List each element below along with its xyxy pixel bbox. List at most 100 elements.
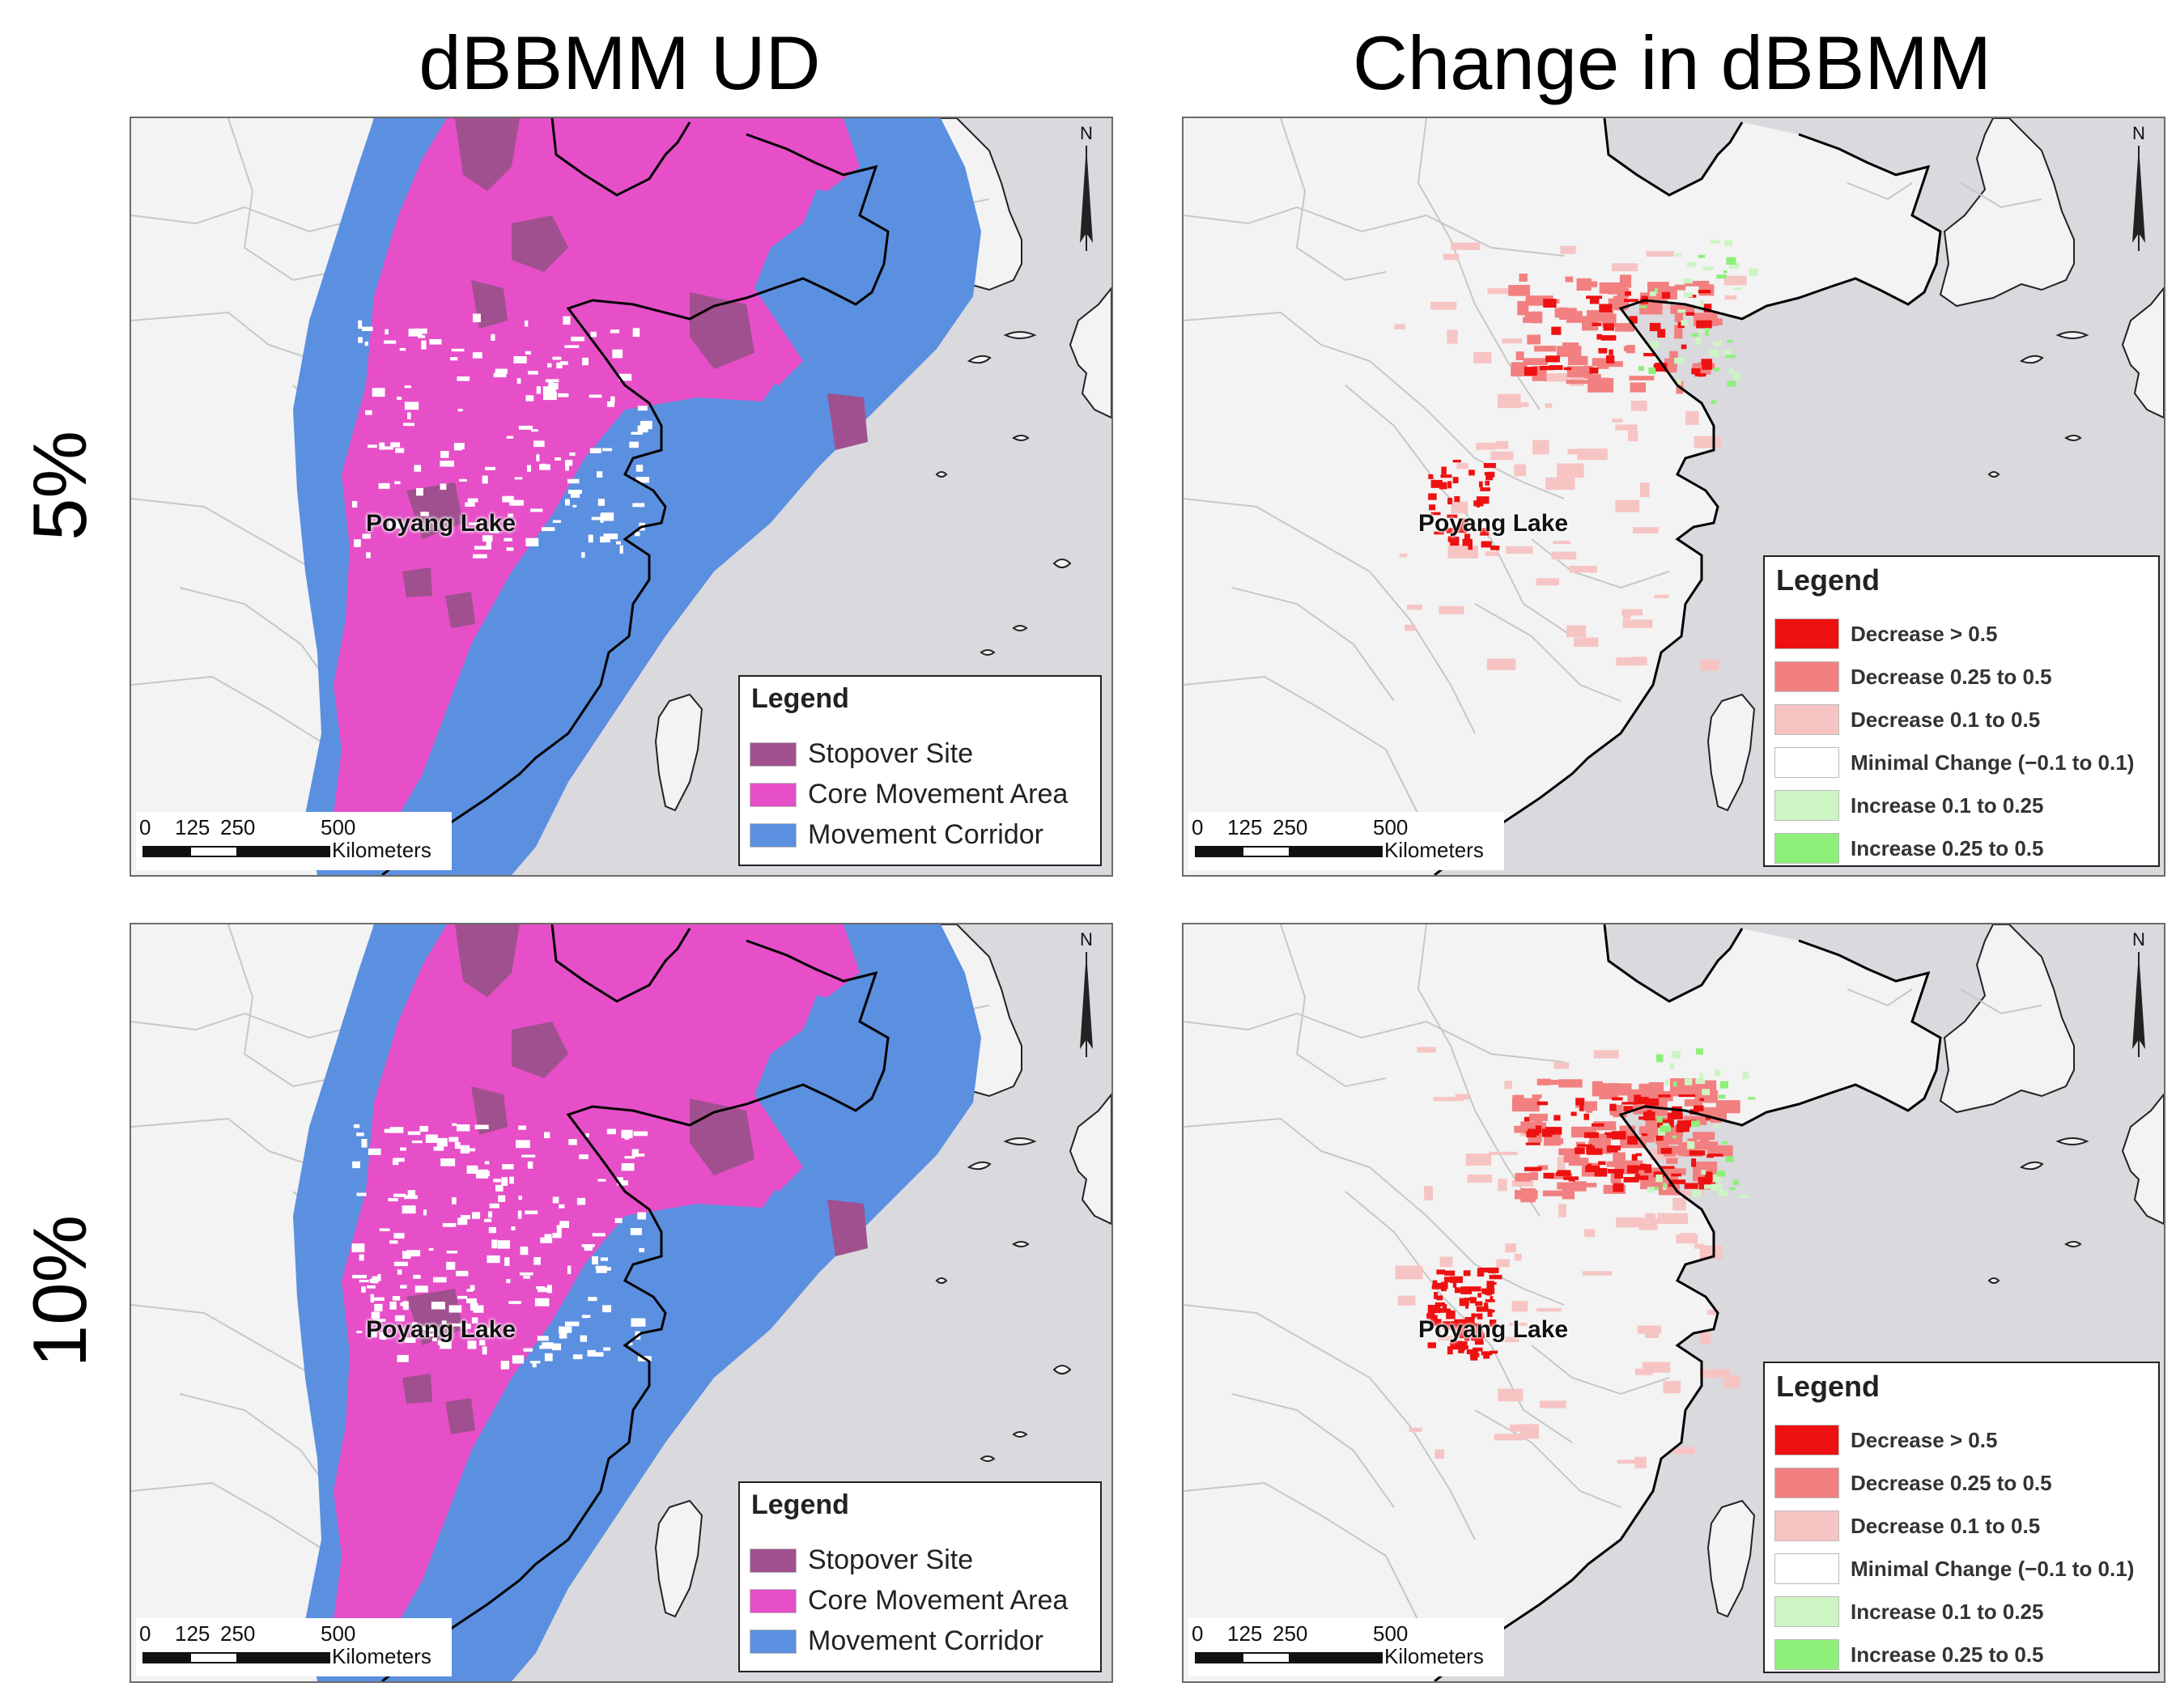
small-island — [2055, 331, 2089, 339]
small-island — [967, 1161, 992, 1171]
north-arrow-icon: N — [1070, 123, 1103, 253]
legend-swatch — [750, 741, 797, 767]
scale-tick-label: 125 — [1227, 815, 1263, 839]
legend-item: Movement Corridor — [750, 1625, 1043, 1657]
legend-item: Decrease 0.1 to 0.5 — [1774, 704, 2040, 735]
legend-item: Decrease > 0.5 — [1774, 1425, 1997, 1455]
legend-swatch — [1774, 1425, 1839, 1455]
column-title-ud: dBBMM UD — [419, 20, 821, 105]
corridor-gaps — [351, 1123, 652, 1370]
stopover-site — [512, 1022, 568, 1078]
legend-title: Legend — [1776, 563, 1881, 597]
legend-item-label: Increase 0.1 to 0.25 — [1851, 792, 2044, 818]
legend-item: Increase 0.1 to 0.25 — [1774, 1596, 2043, 1627]
small-island — [2019, 1161, 2044, 1171]
small-island — [980, 1455, 996, 1462]
legend-swatch — [1774, 1639, 1839, 1670]
legend-title: Legend — [751, 683, 849, 714]
scale-segment — [142, 846, 191, 857]
scale-tick-label: 0 — [139, 1621, 151, 1646]
small-island — [1003, 1137, 1037, 1145]
stopover-site — [402, 1374, 432, 1404]
small-island — [1012, 1431, 1028, 1438]
legend-item: Increase 0.25 to 0.5 — [1774, 833, 2043, 864]
scale-segment — [189, 846, 238, 857]
north-arrow-label: N — [1080, 123, 1093, 143]
scale-segment — [189, 1652, 238, 1663]
scale-segment — [1195, 1652, 1243, 1663]
map-panel-ud-10pct: Poyang Lake N 0 125 250 500 Kilometers Legend St… — [130, 923, 1113, 1683]
small-island — [980, 649, 996, 656]
legend-item: Stopover Site — [750, 1544, 973, 1576]
legend-item-label: Movement Corridor — [808, 819, 1043, 850]
legend-item-label: Increase 0.25 to 0.5 — [1851, 1642, 2044, 1667]
legend-item: Increase 0.25 to 0.5 — [1774, 1639, 2043, 1670]
scale-tick-label: 0 — [1192, 1621, 1204, 1646]
legend-item: Core Movement Area — [750, 779, 1068, 810]
legend-item-label: Core Movement Area — [808, 1585, 1069, 1616]
legend-item: Decrease 0.25 to 0.5 — [1774, 661, 2052, 692]
poyang-lake-label: Poyang Lake — [366, 510, 516, 537]
scale-segment — [1242, 1652, 1290, 1663]
legend-item: Minimal Change (−0.1 to 0.1) — [1774, 747, 2134, 778]
small-island — [1987, 471, 2000, 478]
stopover-site — [406, 1289, 463, 1345]
corridor-gaps — [351, 313, 652, 559]
small-island — [935, 471, 948, 478]
stopover-site — [827, 393, 868, 450]
coastline — [381, 118, 890, 875]
legend-item: Minimal Change (−0.1 to 0.1) — [1774, 1553, 2134, 1584]
japan-kyushu — [1069, 1093, 1111, 1226]
scale-tick-label: 250 — [220, 1621, 256, 1646]
legend-item-label: Decrease > 0.5 — [1851, 621, 1998, 646]
scale-tick-label: 125 — [1227, 1621, 1263, 1646]
small-island — [1012, 625, 1028, 631]
legend-swatch — [750, 1588, 797, 1613]
legend-item: Core Movement Area — [750, 1585, 1068, 1617]
map-panel-change-5pct: Poyang Lake N 0 125 250 500 Kilometers Legend De… — [1182, 117, 2165, 877]
legend-item-label: Increase 0.25 to 0.5 — [1851, 835, 2044, 860]
scale-tick-label: 500 — [1373, 1621, 1409, 1646]
legend-swatch — [1774, 704, 1839, 735]
small-island — [1052, 1365, 1072, 1374]
legend-swatch — [1774, 790, 1839, 821]
movement-layers — [293, 924, 981, 1681]
stopover-site — [445, 1398, 475, 1434]
stopover-site — [471, 1086, 508, 1135]
scale-tick-label: 0 — [1192, 815, 1204, 839]
small-island — [2064, 1241, 2082, 1247]
legend-change: Legend Decrease > 0.5 Decrease 0.25 to 0.5… — [1763, 555, 2160, 867]
scale-segment — [142, 1652, 191, 1663]
legend-item-label: Stopover Site — [808, 738, 974, 769]
japan-kyushu — [1069, 287, 1111, 419]
legend-item: Decrease 0.1 to 0.5 — [1774, 1510, 2040, 1541]
north-arrow-icon: N — [1070, 929, 1103, 1059]
taiwan-island — [654, 1499, 703, 1618]
scale-tick-label: 250 — [1273, 1621, 1308, 1646]
legend-item-label: Decrease 0.1 to 0.5 — [1851, 1513, 2041, 1538]
scale-tick-label: 500 — [321, 815, 356, 839]
legend-change: Legend Decrease > 0.5 Decrease 0.25 to 0.5… — [1763, 1362, 2160, 1673]
legend-item-label: Increase 0.1 to 0.25 — [1851, 1599, 2044, 1624]
legend-swatch — [1774, 1553, 1839, 1584]
stopover-site — [402, 567, 432, 597]
legend-item-label: Decrease > 0.5 — [1851, 1427, 1998, 1452]
scale-tick-label: 250 — [1273, 815, 1308, 839]
small-island — [935, 1277, 948, 1284]
legend-title: Legend — [751, 1489, 849, 1520]
legend-swatch — [1774, 618, 1839, 649]
map-panel-change-10pct: Poyang Lake N 0 125 250 500 Kilometers Legend De… — [1182, 923, 2165, 1683]
map-canvas — [1184, 924, 2164, 1681]
coastline — [1434, 118, 1942, 875]
scale-bar: 0 125 250 500 Kilometers — [136, 812, 452, 870]
small-island — [2064, 435, 2082, 441]
small-island — [2055, 1137, 2089, 1145]
small-island — [1987, 1277, 2000, 1284]
legend-swatch — [750, 1548, 797, 1573]
legend-swatch — [750, 782, 797, 807]
coastline — [381, 924, 890, 1681]
change-layers — [1395, 1047, 1756, 1468]
stopover-site — [827, 1200, 868, 1256]
scale-tick-label: 0 — [139, 815, 151, 839]
small-island — [1012, 435, 1030, 441]
